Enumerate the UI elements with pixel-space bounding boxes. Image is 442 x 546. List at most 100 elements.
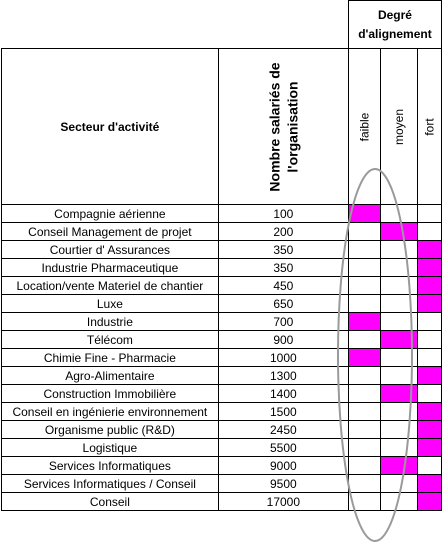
level-cell-moyen bbox=[379, 276, 418, 295]
count-title-line2: l'organisation bbox=[284, 80, 301, 173]
level-cell-moyen bbox=[379, 474, 418, 493]
level-cell-moyen bbox=[379, 384, 418, 403]
sector-cell: Services Informatiques bbox=[1, 456, 219, 475]
degree-title-line2: d'alignement bbox=[358, 26, 432, 41]
table-row: Conseil en ingénierie environnement 1500 bbox=[1, 402, 442, 421]
count-cell: 1000 bbox=[217, 348, 349, 367]
level-cell-fort bbox=[416, 312, 442, 331]
table-row: Agro-Alimentaire 1300 bbox=[1, 366, 442, 385]
level-cell-faible bbox=[347, 366, 381, 385]
alignment-table: Degré d'alignement Secteur d'activité No… bbox=[1, 0, 442, 511]
table-row: Courtier d' Assurances 350 bbox=[1, 240, 442, 259]
table-row: Organisme public (R&D) 2450 bbox=[1, 420, 442, 439]
count-cell: 9500 bbox=[217, 474, 349, 493]
table-row: Conseil 17000 bbox=[1, 492, 442, 511]
level-cell-moyen bbox=[379, 312, 418, 331]
level-cell-fort bbox=[416, 366, 442, 385]
level-cell-moyen bbox=[379, 438, 418, 457]
sector-cell: Construction Immobilière bbox=[1, 384, 219, 403]
count-cell: 9000 bbox=[217, 456, 349, 475]
count-cell: 2450 bbox=[217, 420, 349, 439]
level-cell-faible bbox=[347, 474, 381, 493]
level-label-faible: faible bbox=[357, 112, 372, 141]
level-cell-faible bbox=[347, 348, 381, 367]
level-cell-fort bbox=[416, 240, 442, 259]
table-row: Luxe 650 bbox=[1, 294, 442, 313]
level-cell-fort bbox=[416, 474, 442, 493]
count-cell: 1400 bbox=[217, 384, 349, 403]
count-cell: 350 bbox=[217, 258, 349, 277]
table-row: Industrie 700 bbox=[1, 312, 442, 331]
level-cell-moyen bbox=[379, 402, 418, 421]
level-cell-faible bbox=[347, 330, 381, 349]
count-cell: 100 bbox=[217, 204, 349, 223]
count-cell: 200 bbox=[217, 222, 349, 241]
sector-header: Secteur d'activité bbox=[1, 48, 219, 205]
table-body: Compagnie aérienne 100 Conseil Management … bbox=[1, 204, 442, 511]
sector-cell: Chimie Fine - Pharmacie bbox=[1, 348, 219, 367]
count-cell: 650 bbox=[217, 294, 349, 313]
level-cell-fort bbox=[416, 348, 442, 367]
sector-cell: Agro-Alimentaire bbox=[1, 366, 219, 385]
sector-cell: Industrie Pharmaceutique bbox=[1, 258, 219, 277]
level-label-fort: fort bbox=[422, 117, 437, 136]
level-cell-moyen bbox=[379, 456, 418, 475]
level-cell-fort bbox=[416, 438, 442, 457]
level-cell-moyen bbox=[379, 492, 418, 511]
level-cell-fort bbox=[416, 222, 442, 241]
sector-cell: Compagnie aérienne bbox=[1, 204, 219, 223]
level-cell-faible bbox=[347, 258, 381, 277]
level-header-faible: faible bbox=[347, 48, 381, 205]
level-cell-faible bbox=[347, 438, 381, 457]
count-cell: 350 bbox=[217, 240, 349, 259]
level-header-moyen: moyen bbox=[379, 48, 418, 205]
level-label-moyen: moyen bbox=[391, 108, 406, 145]
level-cell-fort bbox=[416, 276, 442, 295]
count-header: Nombre salariés de l'organisation bbox=[217, 48, 349, 205]
level-cell-faible bbox=[347, 312, 381, 331]
table-row: Logistique 5500 bbox=[1, 438, 442, 457]
level-cell-moyen bbox=[379, 258, 418, 277]
degree-title-line1: Degré bbox=[377, 7, 412, 22]
table-row: Industrie Pharmaceutique 350 bbox=[1, 258, 442, 277]
level-cell-faible bbox=[347, 204, 381, 223]
level-cell-faible bbox=[347, 456, 381, 475]
level-cell-moyen bbox=[379, 294, 418, 313]
level-cell-moyen bbox=[379, 222, 418, 241]
sector-cell: Services Informatiques / Conseil bbox=[1, 474, 219, 493]
level-cell-fort bbox=[416, 420, 442, 439]
level-cell-moyen bbox=[379, 204, 418, 223]
table-row: Télécom 900 bbox=[1, 330, 442, 349]
level-cell-fort bbox=[416, 384, 442, 403]
sector-cell: Télécom bbox=[1, 330, 219, 349]
sector-cell: Courtier d' Assurances bbox=[1, 240, 219, 259]
level-header-fort: fort bbox=[416, 48, 442, 205]
level-cell-moyen bbox=[379, 240, 418, 259]
level-cell-moyen bbox=[379, 366, 418, 385]
table-row: Services Informatiques 9000 bbox=[1, 456, 442, 475]
sector-cell: Luxe bbox=[1, 294, 219, 313]
level-cell-fort bbox=[416, 330, 442, 349]
level-cell-faible bbox=[347, 384, 381, 403]
table-row: Compagnie aérienne 100 bbox=[1, 204, 442, 223]
sector-cell: Industrie bbox=[1, 312, 219, 331]
sector-cell: Conseil bbox=[1, 492, 219, 511]
level-cell-fort bbox=[416, 492, 442, 511]
table-row: Location/vente Materiel de chantier 450 bbox=[1, 276, 442, 295]
sector-cell: Organisme public (R&D) bbox=[1, 420, 219, 439]
level-cell-faible bbox=[347, 492, 381, 511]
level-cell-fort bbox=[416, 258, 442, 277]
level-cell-faible bbox=[347, 240, 381, 259]
blank-corner bbox=[2, 1, 349, 49]
degree-header: Degré d'alignement bbox=[347, 0, 442, 49]
level-cell-faible bbox=[347, 420, 381, 439]
level-cell-moyen bbox=[379, 330, 418, 349]
level-cell-moyen bbox=[379, 420, 418, 439]
count-cell: 17000 bbox=[217, 492, 349, 511]
table-row: Services Informatiques / Conseil 9500 bbox=[1, 474, 442, 493]
count-cell: 5500 bbox=[217, 438, 349, 457]
count-cell: 900 bbox=[217, 330, 349, 349]
count-cell: 1300 bbox=[217, 366, 349, 385]
sector-cell: Conseil en ingénierie environnement bbox=[1, 402, 219, 421]
table-row: Chimie Fine - Pharmacie 1000 bbox=[1, 348, 442, 367]
